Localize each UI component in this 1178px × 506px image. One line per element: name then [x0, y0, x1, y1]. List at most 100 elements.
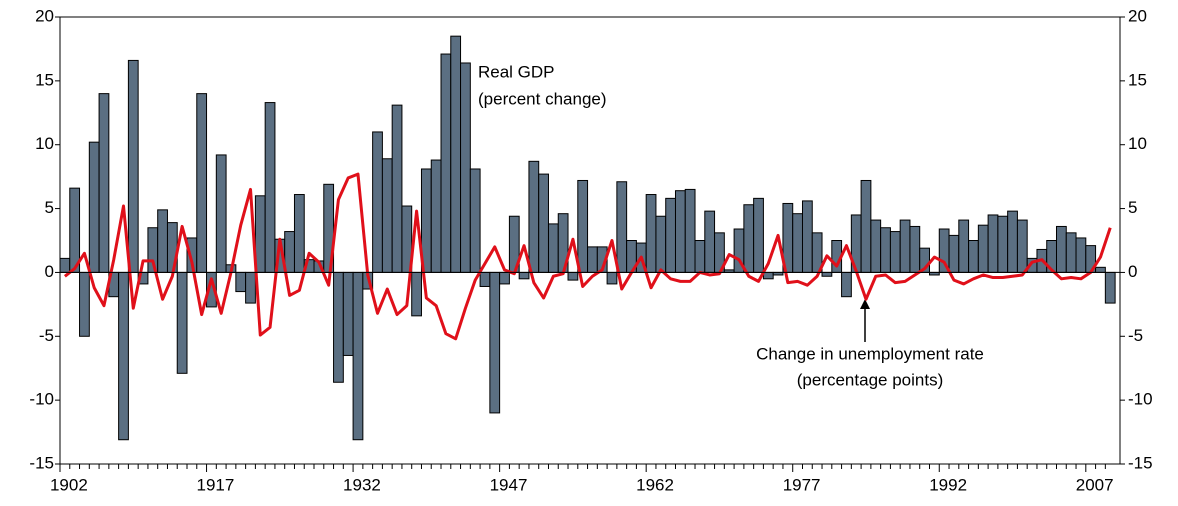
bar [958, 219, 970, 273]
bar [489, 271, 501, 414]
bar [440, 53, 452, 273]
bar [381, 158, 393, 273]
y-tick-label: -15 [29, 453, 54, 472]
y-tick-label: 10 [35, 134, 54, 153]
bar [352, 271, 364, 441]
bar [284, 231, 295, 273]
bar [1104, 271, 1116, 304]
bar [674, 190, 686, 273]
y-tick-label: 15 [35, 70, 54, 89]
bar [88, 141, 100, 273]
bar [1007, 210, 1018, 273]
bar [79, 271, 90, 337]
bar [518, 271, 530, 280]
y2-tick-label: 5 [1128, 198, 1137, 217]
bar [577, 179, 589, 273]
bar [997, 215, 1009, 273]
bar [694, 240, 706, 273]
bar [157, 209, 168, 273]
x-tick-label: 1962 [636, 475, 674, 494]
bar [762, 271, 774, 280]
x-tick-label: 1947 [490, 475, 528, 494]
bar [968, 240, 979, 273]
bar [450, 35, 462, 273]
x-tick-label: 1932 [343, 475, 381, 494]
bar [870, 219, 882, 273]
bar [616, 181, 628, 273]
y-tick-label: -5 [39, 326, 54, 345]
bar [372, 131, 383, 273]
bar [333, 271, 344, 383]
x-tick-label: 1977 [783, 475, 821, 494]
bar [499, 271, 510, 285]
x-tick-label: 1992 [929, 475, 967, 494]
y2-tick-label: -5 [1128, 326, 1143, 345]
bar [538, 173, 549, 273]
bar [821, 271, 833, 277]
bar [753, 197, 764, 273]
y-tick-label: 20 [35, 6, 54, 25]
bar [801, 200, 813, 273]
bar [342, 271, 354, 356]
bar [704, 210, 716, 273]
y-tick-label: 5 [45, 198, 54, 217]
x-tick-label: 1917 [197, 475, 235, 494]
arrow-head [860, 299, 870, 309]
bar [196, 93, 208, 273]
x-tick-label: 1902 [50, 475, 88, 494]
plot-frame [59, 16, 1121, 465]
bar [606, 271, 618, 285]
annotation: Change in unemployment rate [756, 344, 984, 363]
bar [880, 227, 891, 273]
bar [430, 159, 442, 273]
bar [645, 194, 657, 273]
bar [293, 194, 305, 273]
y-tick-label: 0 [45, 262, 54, 281]
bar [1065, 232, 1077, 273]
bar [899, 219, 911, 273]
y2-tick-label: 15 [1128, 70, 1147, 89]
bar [245, 271, 256, 304]
y2-tick-label: -15 [1128, 453, 1153, 472]
y2-tick-label: 20 [1128, 6, 1147, 25]
line [63, 172, 1112, 341]
bar [264, 102, 276, 273]
bar [528, 160, 540, 273]
bar [948, 234, 960, 273]
bar [69, 187, 81, 273]
y2-tick-label: 10 [1128, 134, 1147, 153]
bar [841, 271, 852, 298]
bar [743, 204, 755, 273]
bar [1055, 225, 1067, 273]
bar [391, 104, 403, 273]
bar [665, 197, 676, 273]
bar [98, 93, 110, 273]
bar [987, 214, 999, 273]
y-tick-label: -10 [29, 390, 54, 409]
bar [1016, 219, 1028, 273]
bar [909, 225, 921, 273]
bar [655, 215, 667, 273]
bar [567, 271, 579, 281]
annotation: Real GDP [478, 62, 555, 81]
y2-tick-label: 0 [1128, 262, 1137, 281]
bar [59, 257, 71, 273]
bar [127, 59, 139, 273]
bar [1095, 266, 1106, 273]
bar [411, 271, 422, 317]
bar [792, 213, 803, 273]
bar [684, 188, 696, 273]
bar [469, 168, 481, 273]
bar [176, 271, 188, 374]
y2-tick-label: -10 [1128, 390, 1153, 409]
bar [215, 154, 227, 273]
annotation: (percentage points) [797, 370, 943, 389]
bar [1075, 237, 1087, 273]
bar [547, 223, 559, 273]
bar [460, 62, 471, 273]
bar [860, 179, 872, 273]
bar [479, 271, 491, 287]
bar [977, 224, 989, 273]
bar [889, 231, 901, 273]
